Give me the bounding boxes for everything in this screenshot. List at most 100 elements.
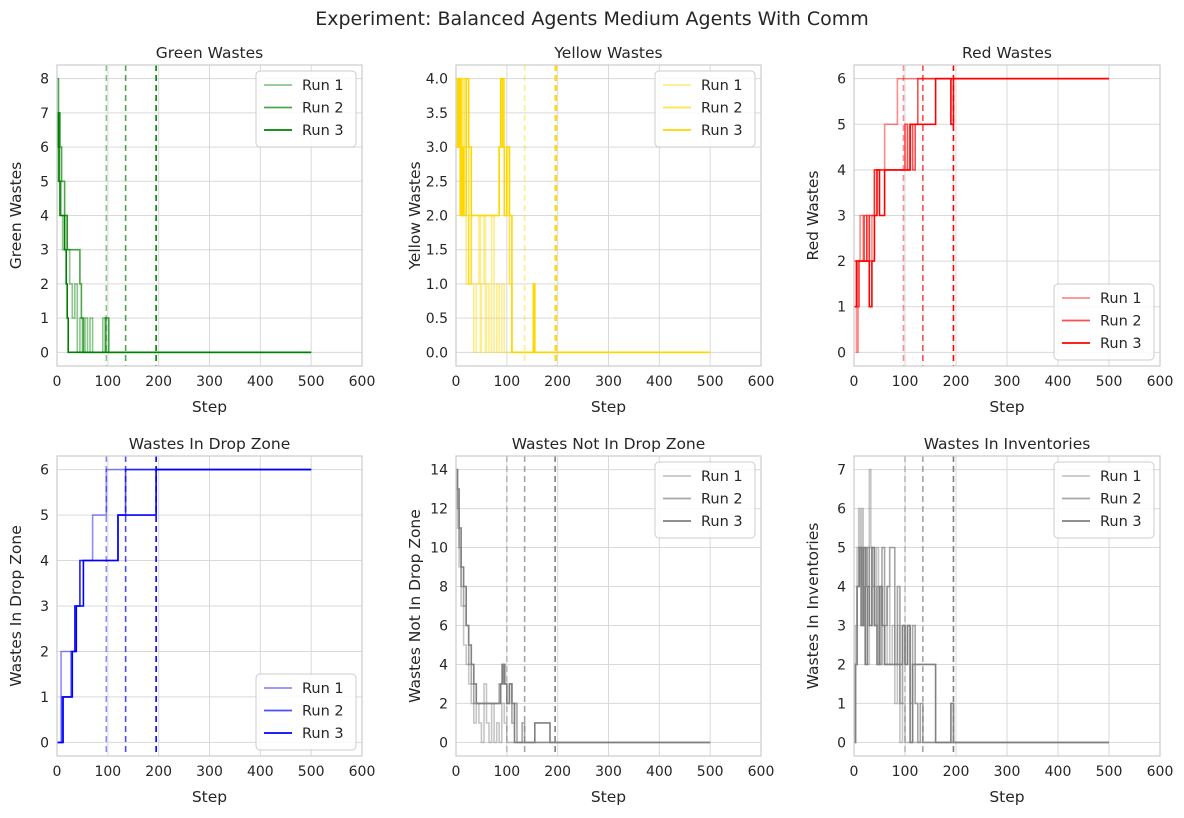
y-tick-label: 5 bbox=[40, 508, 49, 524]
x-tick-label: 600 bbox=[349, 374, 376, 390]
chart-title: Red Wastes bbox=[962, 44, 1052, 62]
legend-label-run-2: Run 2 bbox=[1100, 492, 1142, 508]
legend: Run 1 Run 2 Run 3 bbox=[1053, 461, 1155, 539]
series-line-run-2 bbox=[57, 77, 312, 354]
y-tick-label: 3 bbox=[837, 618, 846, 634]
legend-label-run-1: Run 1 bbox=[302, 78, 344, 94]
legend-label-run-3: Run 3 bbox=[701, 514, 743, 530]
x-axis-label: Step bbox=[591, 398, 626, 416]
x-tick-label: 200 bbox=[544, 374, 571, 390]
x-axis-label: Step bbox=[192, 788, 227, 806]
series-line-run-3 bbox=[854, 546, 1109, 744]
chart-title: Wastes In Drop Zone bbox=[129, 435, 291, 453]
y-tick-label: 2.0 bbox=[426, 209, 448, 225]
y-axis-label: Yellow Wastes bbox=[406, 161, 424, 270]
y-tick-label: 6 bbox=[439, 618, 448, 634]
y-tick-label: 6 bbox=[837, 502, 846, 518]
x-tick-label: 400 bbox=[646, 374, 673, 390]
legend-label-run-3: Run 3 bbox=[701, 123, 743, 139]
y-tick-label: 0 bbox=[40, 345, 49, 361]
series-line-run-1 bbox=[456, 488, 711, 744]
legend-label-run-2: Run 2 bbox=[302, 101, 344, 117]
x-tick-label: 400 bbox=[247, 374, 274, 390]
plot-frame bbox=[853, 455, 1161, 757]
x-tick-label: 500 bbox=[1096, 764, 1123, 780]
x-tick-label: 0 bbox=[850, 764, 859, 780]
x-tick-label: 200 bbox=[544, 764, 571, 780]
x-tick-label: 300 bbox=[595, 374, 622, 390]
y-tick-label: 3.0 bbox=[426, 140, 448, 156]
y-tick-label: 0.0 bbox=[426, 345, 448, 361]
x-axis-label: Step bbox=[591, 788, 626, 806]
x-tick-label: 500 bbox=[697, 764, 724, 780]
y-tick-label: 0.5 bbox=[426, 311, 448, 327]
chart-panel: 0 100 200 300 400 500 600 0 2 4 6 8 10 12 14 Wastes Not… bbox=[406, 435, 774, 806]
y-tick-label: 0 bbox=[837, 735, 846, 751]
y-tick-label: 1.5 bbox=[426, 243, 448, 259]
plot-frame bbox=[56, 64, 363, 367]
legend-label-run-3: Run 3 bbox=[1100, 336, 1142, 352]
y-tick-label: 6 bbox=[40, 463, 49, 479]
series-line-run-3 bbox=[57, 468, 312, 744]
y-tick-label: 6 bbox=[40, 140, 49, 156]
x-tick-label: 100 bbox=[892, 374, 919, 390]
series-line-run-3 bbox=[57, 112, 312, 354]
legend-label-run-1: Run 1 bbox=[701, 78, 743, 94]
legend-label-run-3: Run 3 bbox=[302, 726, 344, 742]
chart-panel: 0 100 200 300 400 500 600 0 1 2 3 4 5 6 7 Wastes In Inv… bbox=[804, 435, 1173, 806]
y-tick-label: 5 bbox=[837, 117, 846, 133]
legend-label-run-1: Run 1 bbox=[1100, 291, 1142, 307]
legend-label-run-3: Run 3 bbox=[302, 123, 344, 139]
x-axis-label: Step bbox=[989, 398, 1024, 416]
x-tick-label: 0 bbox=[452, 764, 461, 780]
legend: Run 1 Run 2 Run 3 bbox=[255, 70, 357, 148]
y-tick-label: 2 bbox=[837, 657, 846, 673]
x-tick-label: 600 bbox=[1147, 764, 1174, 780]
y-tick-label: 3 bbox=[40, 243, 49, 259]
y-tick-label: 1 bbox=[837, 300, 846, 316]
legend-box bbox=[1053, 461, 1155, 539]
y-tick-label: 1 bbox=[40, 311, 49, 327]
y-axis-label: Red Wastes bbox=[804, 171, 822, 261]
x-tick-label: 100 bbox=[493, 374, 520, 390]
chart-title: Green Wastes bbox=[156, 44, 263, 62]
chart-title: Wastes Not In Drop Zone bbox=[512, 435, 706, 453]
legend-box bbox=[255, 673, 357, 751]
series-line-run-2 bbox=[854, 546, 1109, 744]
y-tick-label: 4 bbox=[837, 580, 846, 596]
plot-frame bbox=[455, 455, 762, 757]
y-tick-label: 2 bbox=[40, 277, 49, 293]
x-tick-label: 0 bbox=[53, 764, 62, 780]
y-tick-label: 6 bbox=[837, 72, 846, 88]
plot-frame bbox=[853, 64, 1161, 367]
y-tick-label: 3 bbox=[40, 599, 49, 615]
y-tick-label: 0 bbox=[837, 345, 846, 361]
y-tick-label: 7 bbox=[40, 106, 49, 122]
y-axis-label: Wastes In Drop Zone bbox=[7, 525, 25, 687]
chart-panel: 0 100 200 300 400 500 600 0 1 2 3 4 5 6 Wastes In Drop… bbox=[7, 435, 375, 806]
y-tick-label: 10 bbox=[430, 541, 448, 557]
legend: Run 1 Run 2 Run 3 bbox=[1053, 283, 1155, 361]
x-axis-label: Step bbox=[192, 398, 227, 416]
y-tick-label: 1.0 bbox=[426, 277, 448, 293]
legend-box bbox=[654, 70, 756, 148]
x-tick-label: 0 bbox=[53, 374, 62, 390]
legend-label-run-1: Run 1 bbox=[1100, 469, 1142, 485]
legend-label-run-2: Run 2 bbox=[302, 704, 344, 720]
legend-box bbox=[255, 70, 357, 148]
x-tick-label: 400 bbox=[646, 764, 673, 780]
x-tick-label: 500 bbox=[298, 374, 325, 390]
x-tick-label: 100 bbox=[94, 374, 121, 390]
y-tick-label: 0 bbox=[439, 735, 448, 751]
x-tick-label: 0 bbox=[850, 374, 859, 390]
plot-frame bbox=[56, 455, 363, 757]
y-tick-label: 1 bbox=[837, 696, 846, 712]
x-tick-label: 100 bbox=[892, 764, 919, 780]
y-tick-label: 0 bbox=[40, 735, 49, 751]
y-axis-label: Wastes Not In Drop Zone bbox=[406, 509, 424, 703]
chart-panel: 0 100 200 300 400 500 600 0.0 0.5 1.0 1.5 2.0 2.5 3.0… bbox=[406, 44, 774, 416]
x-tick-label: 500 bbox=[298, 764, 325, 780]
x-tick-label: 600 bbox=[349, 764, 376, 780]
